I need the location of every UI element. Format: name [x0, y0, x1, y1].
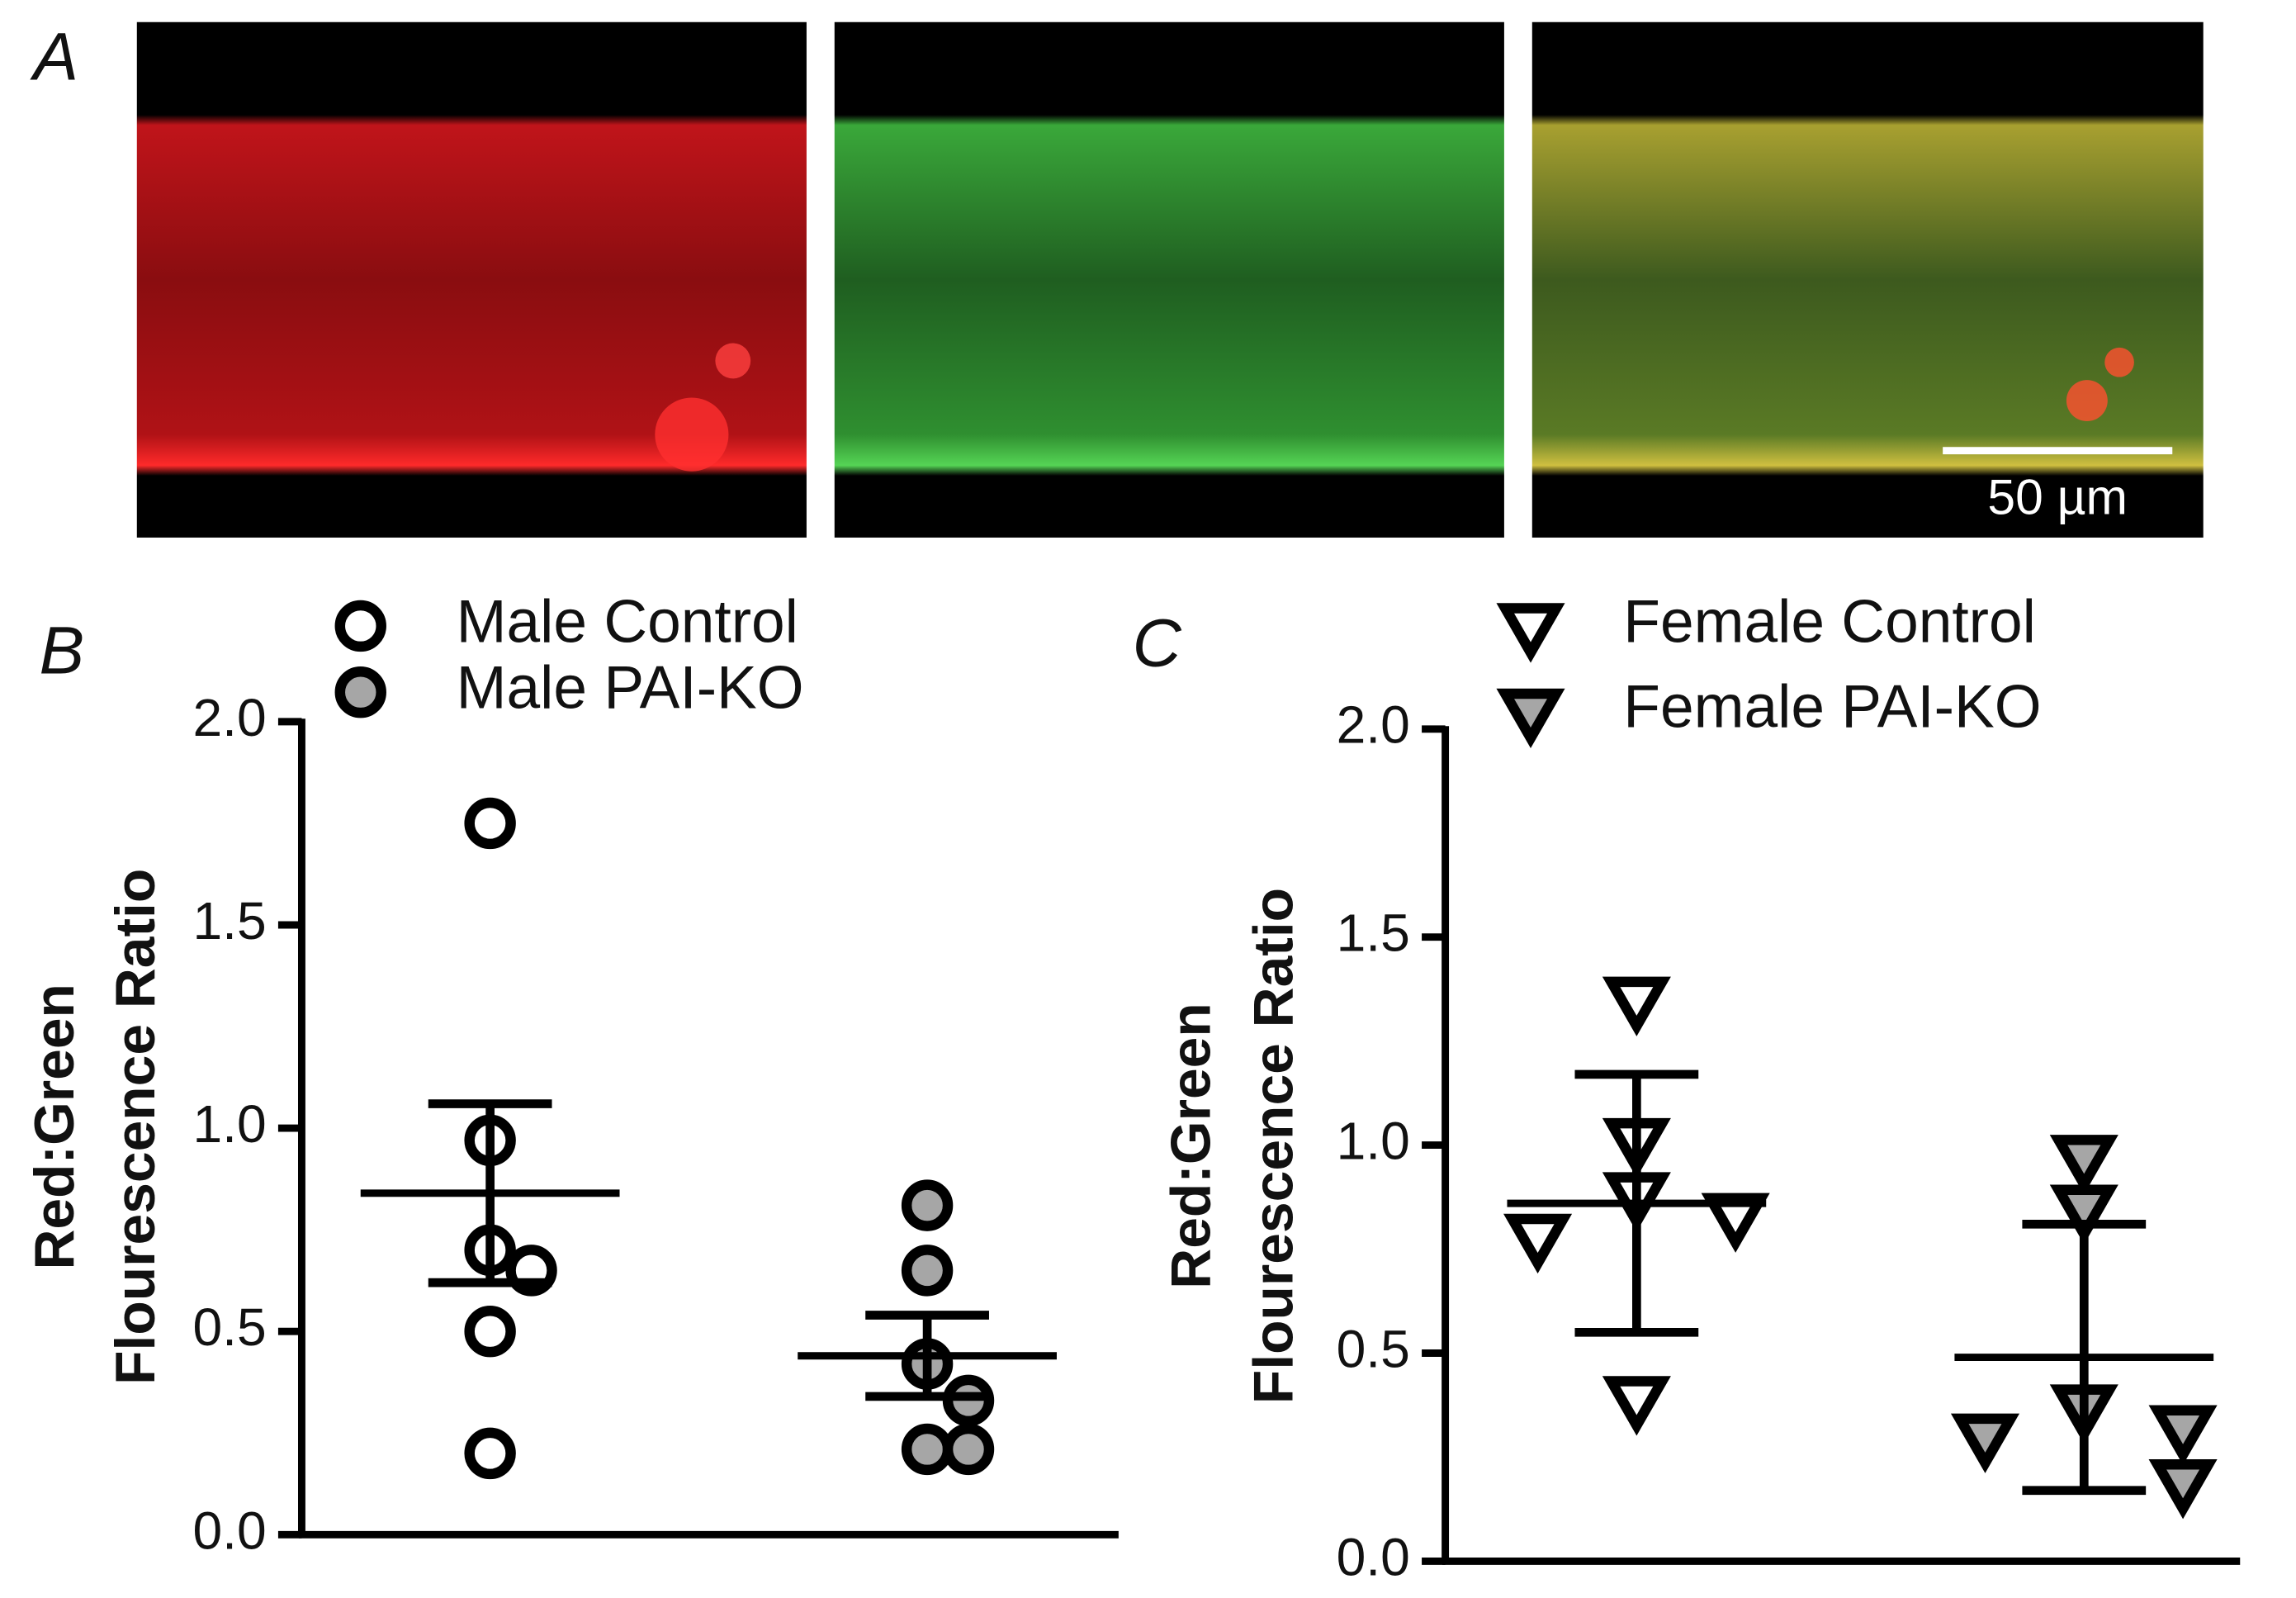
point: [1503, 1213, 1573, 1274]
point: [1950, 1413, 2020, 1473]
legend-label: Female PAI-KO: [1623, 674, 2041, 741]
point: [2148, 1459, 2218, 1520]
cell-blob: [715, 343, 751, 379]
y-axis-label: Flourescence Ratio: [1243, 888, 1304, 1404]
y-tick-label: 2.0: [1337, 695, 1410, 755]
legend-marker: [1496, 688, 1565, 749]
cell-blob: [2104, 347, 2134, 377]
panel-label: B: [40, 613, 85, 688]
y-tick-label: 2.0: [192, 688, 266, 747]
panel-label: A: [29, 20, 78, 95]
y-axis-label: Red:Green: [1160, 1003, 1222, 1288]
point: [1602, 1376, 1671, 1436]
y-tick-label: 0.0: [1337, 1527, 1410, 1586]
point: [942, 1423, 995, 1476]
y-tick-label: 1.0: [1337, 1112, 1410, 1171]
y-tick-label: 1.5: [192, 891, 266, 951]
point: [901, 1179, 954, 1231]
micrograph-green: [834, 21, 1504, 538]
point: [1701, 1193, 1770, 1253]
legend-marker: [334, 666, 386, 718]
point: [2049, 1135, 2118, 1195]
y-tick-label: 0.0: [192, 1501, 266, 1560]
legend-label: Male PAI-KO: [457, 655, 804, 722]
panel-label: C: [1133, 605, 1182, 680]
scale-bar-label: 50 µm: [1987, 468, 2128, 524]
y-tick-label: 1.5: [1337, 903, 1410, 963]
cell-blob: [2066, 380, 2108, 422]
y-axis-label: Flourescence Ratio: [105, 869, 167, 1385]
cell-blob: [655, 397, 729, 472]
point: [1602, 976, 1671, 1036]
legend-marker: [1496, 603, 1565, 663]
point: [901, 1423, 954, 1476]
point: [464, 1305, 516, 1358]
point: [464, 797, 516, 850]
y-tick-label: 0.5: [1337, 1319, 1410, 1378]
point: [901, 1245, 954, 1297]
legend-label: Female Control: [1623, 588, 2036, 655]
point: [464, 1427, 516, 1480]
micrograph-merge: [1531, 21, 2204, 538]
legend-label: Male Control: [457, 588, 798, 655]
y-tick-label: 1.0: [192, 1094, 266, 1154]
y-tick-label: 0.5: [192, 1297, 266, 1357]
y-axis-label: Red:Green: [24, 984, 86, 1269]
legend-marker: [334, 600, 386, 652]
point: [2049, 1184, 2118, 1245]
point: [2148, 1405, 2218, 1465]
